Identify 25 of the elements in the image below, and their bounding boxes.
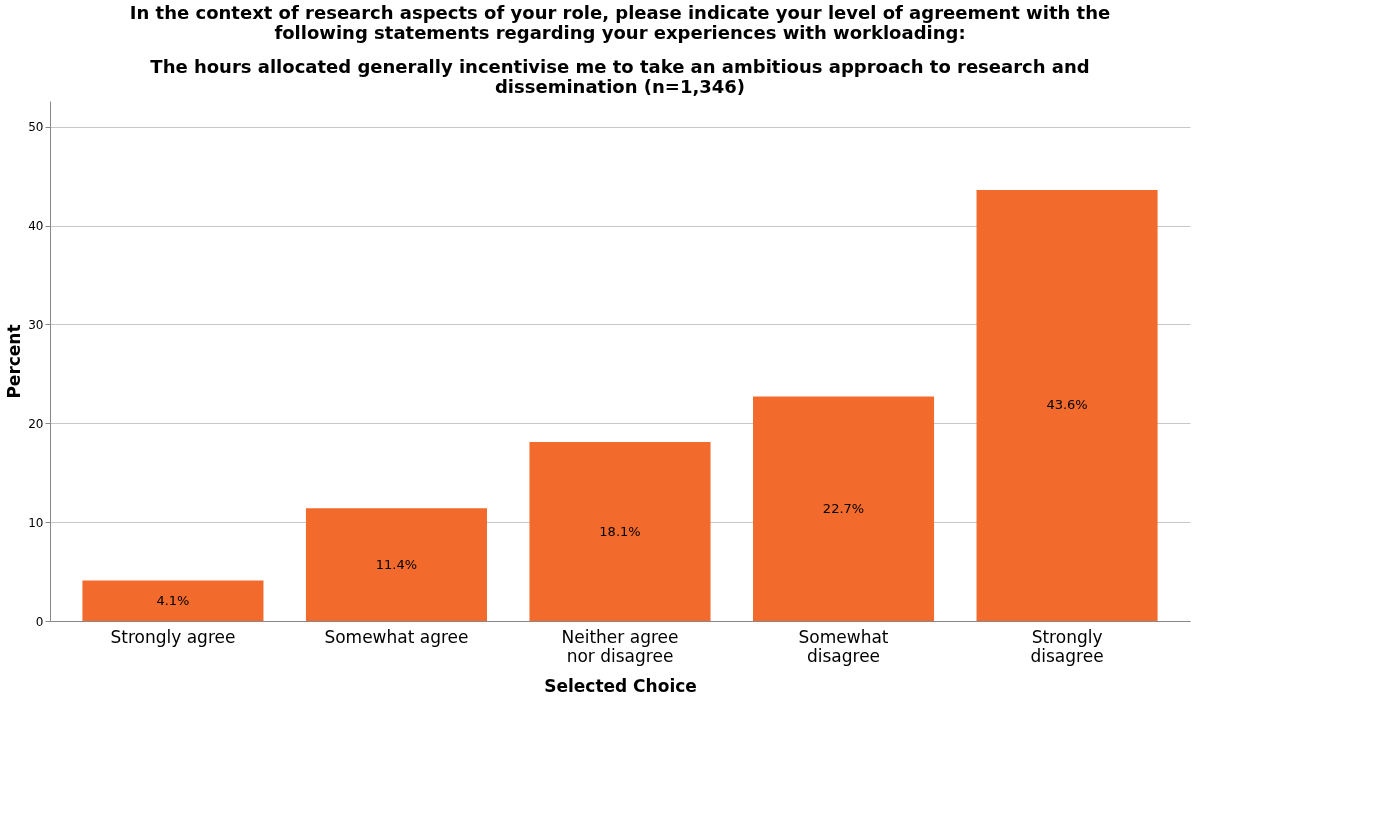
x-tick-label: Neither agree nor disagree (561, 626, 679, 666)
bar (753, 396, 935, 621)
bar (529, 442, 711, 621)
y-tick-label: 30 (28, 317, 44, 332)
chart-title: In the context of research aspects of your role, please indicate your level of agreement with the following statements regarding your experiences with workloading: (129, 2, 1111, 43)
x-tick-label: Somewhat disagree (798, 626, 889, 666)
y-tick-label: 10 (28, 515, 44, 530)
data-label: 18.1% (599, 523, 641, 539)
bar (82, 580, 264, 621)
y-tick-label: 20 (28, 416, 44, 431)
data-label: 22.7% (822, 500, 865, 516)
data-label: 11.4% (375, 556, 418, 572)
y-tick-label: 50 (28, 120, 44, 135)
bar (976, 189, 1158, 621)
x-tick-label: Strongly disagree (1030, 626, 1104, 666)
y-tick-label: 0 (35, 614, 44, 629)
data-label: 43.6% (1046, 397, 1088, 413)
bar (305, 508, 487, 621)
chart-subtitle: The hours allocated generally incentivise me to take an ambitious approach to research and dissemination (n=1,346) (150, 56, 1090, 97)
y-axis-title: Percent (4, 324, 25, 399)
x-tick-label: Somewhat agree (324, 626, 469, 647)
x-axis-title: Selected Choice (544, 675, 697, 696)
y-tick-label: 40 (28, 219, 44, 234)
data-label: 4.1% (156, 592, 190, 608)
x-tick-label: Strongly agree (110, 626, 236, 647)
